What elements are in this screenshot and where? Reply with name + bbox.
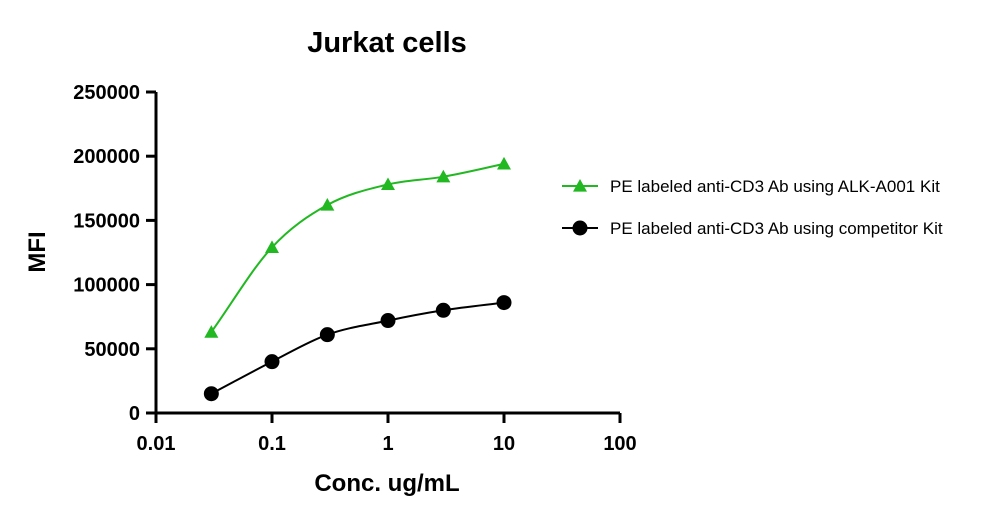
y-tick-label: 250000 bbox=[73, 82, 140, 104]
legend-marker-2 bbox=[572, 220, 588, 236]
x-tick-label: 0.01 bbox=[137, 433, 176, 455]
y-tick-label: 100000 bbox=[73, 275, 140, 297]
legend-marker-1 bbox=[573, 179, 587, 192]
series-2-data-point bbox=[496, 295, 512, 311]
data-points bbox=[203, 156, 512, 402]
series-1-data-point bbox=[265, 240, 279, 253]
series-2-fit-line bbox=[210, 301, 505, 395]
y-tick-label: 0 bbox=[129, 403, 140, 425]
series-1-data-point bbox=[204, 325, 219, 338]
series-2-data-point bbox=[435, 302, 451, 318]
series-2-data-point bbox=[380, 313, 396, 329]
chart-title: Jurkat cells bbox=[307, 27, 467, 59]
series-2-data-point bbox=[203, 386, 219, 402]
y-tick-label: 150000 bbox=[73, 210, 140, 232]
x-tick-label: 0.1 bbox=[258, 433, 286, 455]
y-tick-label: 50000 bbox=[84, 339, 140, 361]
series-1-data-point bbox=[381, 177, 395, 191]
series-1-data-point bbox=[436, 169, 451, 183]
y-axis-label: MFI bbox=[24, 231, 51, 272]
series-2-data-point bbox=[319, 327, 335, 343]
legend-label-1: PE labeled anti-CD3 Ab using ALK-A001 Ki… bbox=[610, 177, 940, 196]
x-tick-label: 1 bbox=[382, 433, 393, 455]
legend: PE labeled anti-CD3 Ab using ALK-A001 Ki… bbox=[562, 177, 943, 238]
legend-label-2: PE labeled anti-CD3 Ab using competitor … bbox=[610, 219, 943, 238]
series-2-data-point bbox=[264, 354, 280, 370]
y-tick-label: 200000 bbox=[73, 146, 140, 168]
x-tick-label: 100 bbox=[603, 433, 636, 455]
axis-ticks: 0.01 0.1 1 10 100 0 50000 100000 150000 200000 250… bbox=[73, 82, 636, 455]
series-1-data-point bbox=[497, 156, 511, 170]
series-1-fit-line bbox=[210, 162, 505, 333]
x-axis-label: Conc. ug/mL bbox=[314, 470, 459, 497]
series-1-data-point bbox=[320, 197, 335, 211]
fit-curves bbox=[210, 162, 505, 395]
x-tick-label: 10 bbox=[493, 433, 515, 455]
